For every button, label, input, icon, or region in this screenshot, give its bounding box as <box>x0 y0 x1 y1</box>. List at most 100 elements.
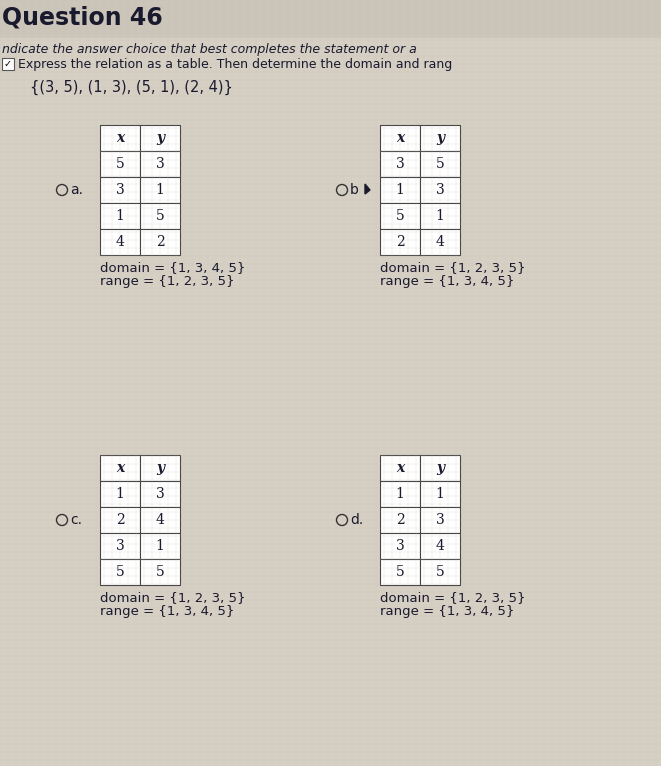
Bar <box>420 455 460 481</box>
Text: domain = {1, 2, 3, 5}: domain = {1, 2, 3, 5} <box>380 591 525 604</box>
Text: {(3, 5), (1, 3), (5, 1), (2, 4)}: {(3, 5), (1, 3), (5, 1), (2, 4)} <box>30 80 233 95</box>
Text: 5: 5 <box>116 157 124 171</box>
Bar <box>380 125 420 151</box>
Text: 5: 5 <box>396 209 405 223</box>
Text: ✓: ✓ <box>4 59 12 69</box>
Bar <box>380 559 420 585</box>
Text: 3: 3 <box>116 539 124 553</box>
Text: 3: 3 <box>436 183 444 197</box>
Text: 5: 5 <box>396 565 405 579</box>
Text: Express the relation as a table. Then determine the domain and rang: Express the relation as a table. Then de… <box>18 58 452 71</box>
Bar <box>100 533 140 559</box>
Bar <box>2 58 14 70</box>
Text: 2: 2 <box>396 235 405 249</box>
Bar <box>140 229 180 255</box>
Text: range = {1, 2, 3, 5}: range = {1, 2, 3, 5} <box>100 275 235 288</box>
Text: 4: 4 <box>116 235 124 249</box>
Text: domain = {1, 2, 3, 5}: domain = {1, 2, 3, 5} <box>380 261 525 274</box>
Text: range = {1, 3, 4, 5}: range = {1, 3, 4, 5} <box>100 605 235 618</box>
Text: x: x <box>116 131 124 145</box>
Bar <box>100 559 140 585</box>
Bar <box>420 203 460 229</box>
Bar <box>100 481 140 507</box>
Text: range = {1, 3, 4, 5}: range = {1, 3, 4, 5} <box>380 275 514 288</box>
Bar <box>100 203 140 229</box>
Text: 1: 1 <box>436 487 444 501</box>
Text: domain = {1, 3, 4, 5}: domain = {1, 3, 4, 5} <box>100 261 245 274</box>
Bar <box>100 151 140 177</box>
Bar <box>420 507 460 533</box>
Text: c.: c. <box>70 513 82 527</box>
Text: 5: 5 <box>155 565 165 579</box>
Bar <box>100 125 140 151</box>
Bar <box>420 229 460 255</box>
Bar <box>140 533 180 559</box>
Bar <box>380 455 420 481</box>
Bar <box>140 177 180 203</box>
Text: domain = {1, 2, 3, 5}: domain = {1, 2, 3, 5} <box>100 591 245 604</box>
Bar <box>140 125 180 151</box>
Text: y: y <box>436 131 444 145</box>
Text: 1: 1 <box>436 209 444 223</box>
Bar <box>380 481 420 507</box>
Text: 5: 5 <box>436 565 444 579</box>
Bar <box>420 559 460 585</box>
Text: 5: 5 <box>116 565 124 579</box>
Text: 2: 2 <box>116 513 124 527</box>
Text: y: y <box>436 461 444 475</box>
Text: 4: 4 <box>436 235 444 249</box>
Text: x: x <box>396 461 404 475</box>
Text: 5: 5 <box>436 157 444 171</box>
Text: b: b <box>350 183 359 197</box>
Bar <box>420 151 460 177</box>
Text: 1: 1 <box>116 487 124 501</box>
Text: 4: 4 <box>436 539 444 553</box>
Text: 5: 5 <box>155 209 165 223</box>
Bar <box>100 177 140 203</box>
Text: x: x <box>116 461 124 475</box>
Bar <box>420 125 460 151</box>
Bar <box>420 533 460 559</box>
Text: 1: 1 <box>116 209 124 223</box>
Text: a.: a. <box>70 183 83 197</box>
Bar <box>140 151 180 177</box>
Text: 4: 4 <box>155 513 165 527</box>
Bar <box>100 455 140 481</box>
Text: range = {1, 3, 4, 5}: range = {1, 3, 4, 5} <box>380 605 514 618</box>
Text: 1: 1 <box>155 539 165 553</box>
Bar <box>140 481 180 507</box>
Bar <box>380 177 420 203</box>
Text: 1: 1 <box>395 183 405 197</box>
Bar <box>420 481 460 507</box>
Text: 3: 3 <box>396 157 405 171</box>
Bar <box>140 203 180 229</box>
Bar <box>420 177 460 203</box>
Text: 3: 3 <box>116 183 124 197</box>
Bar <box>0 0 661 38</box>
Text: x: x <box>396 131 404 145</box>
Text: 1: 1 <box>155 183 165 197</box>
Text: 3: 3 <box>155 157 165 171</box>
Text: 2: 2 <box>155 235 165 249</box>
Text: y: y <box>156 131 164 145</box>
Text: 3: 3 <box>396 539 405 553</box>
Bar <box>380 151 420 177</box>
Text: 3: 3 <box>436 513 444 527</box>
Bar <box>100 229 140 255</box>
Text: d.: d. <box>350 513 364 527</box>
Text: ndicate the answer choice that best completes the statement or a: ndicate the answer choice that best comp… <box>2 43 416 56</box>
Text: 3: 3 <box>155 487 165 501</box>
Bar <box>380 507 420 533</box>
Bar <box>140 455 180 481</box>
Bar <box>140 507 180 533</box>
Text: y: y <box>156 461 164 475</box>
Bar <box>140 559 180 585</box>
Bar <box>380 203 420 229</box>
Bar <box>380 229 420 255</box>
Text: Question 46: Question 46 <box>2 5 163 29</box>
Text: 2: 2 <box>396 513 405 527</box>
Polygon shape <box>365 184 370 194</box>
Bar <box>100 507 140 533</box>
Text: 1: 1 <box>395 487 405 501</box>
Bar <box>380 533 420 559</box>
